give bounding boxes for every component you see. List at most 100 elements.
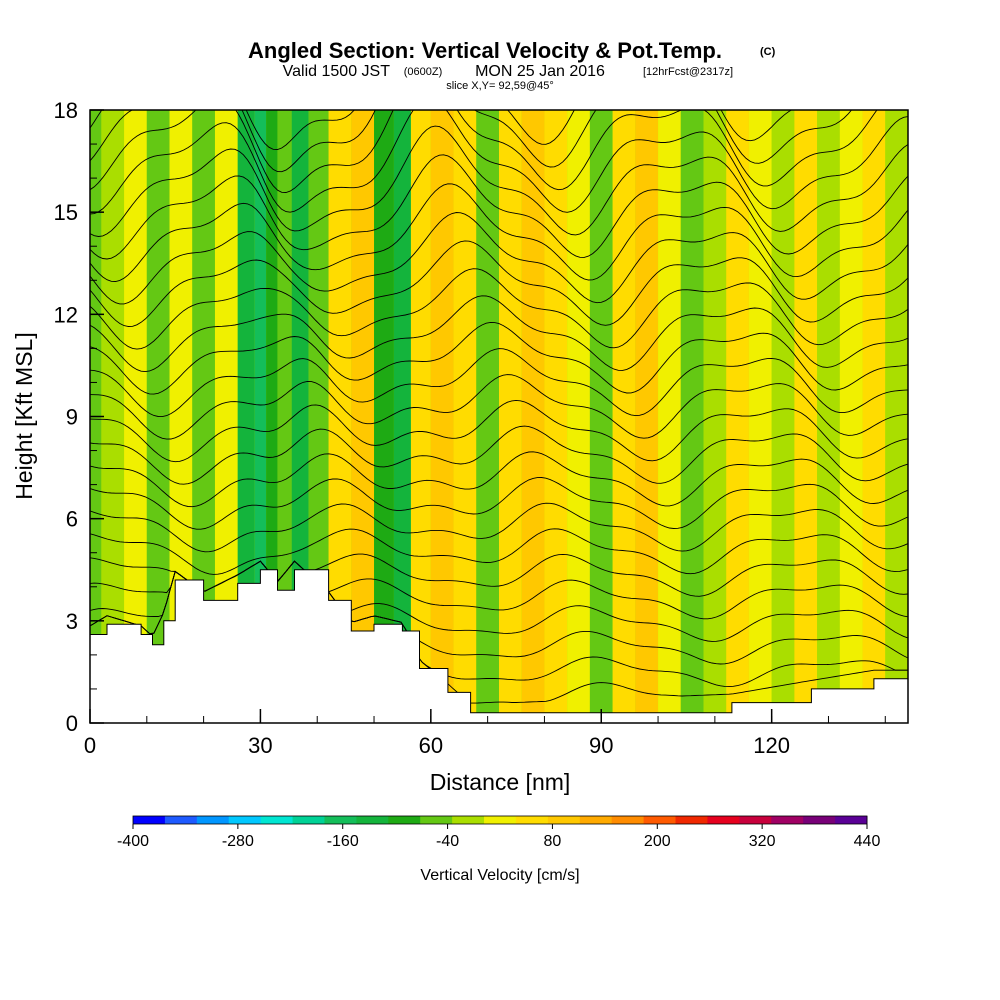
velocity-band [328, 110, 352, 723]
isentrope-line [90, 451, 908, 508]
velocity-band [521, 110, 545, 723]
valid-date: MON 25 Jan 2016 [475, 63, 605, 80]
velocity-band [169, 110, 193, 723]
colorbar-segment [452, 816, 485, 824]
velocity-band [266, 110, 278, 723]
colorbar-segment [356, 816, 389, 824]
colorbar-tick-label: 80 [544, 833, 562, 850]
colorbar-segment [643, 816, 677, 824]
isentrope-line [90, 553, 908, 597]
colorbar-tick-label: -40 [436, 833, 459, 850]
velocity-band [453, 110, 477, 723]
velocity-band [635, 110, 659, 723]
velocity-band [254, 110, 267, 723]
colorbar-segment [388, 816, 421, 824]
x-tick-label: 30 [248, 733, 272, 758]
x-axis-label: Distance [nm] [430, 769, 571, 795]
velocity-band [237, 110, 255, 723]
slice-info: slice X,Y= 92,59@45° [446, 80, 554, 92]
isentrope-line [90, 154, 908, 260]
velocity-band [726, 110, 749, 723]
colorbar-segment [547, 816, 581, 824]
y-axis-label: Height [Kft MSL] [11, 332, 37, 499]
colorbar-tick-label: 320 [749, 833, 776, 850]
colorbar [132, 815, 868, 825]
y-tick-label: 12 [54, 302, 78, 327]
isentrope-line [90, 240, 908, 327]
isentrope-line [90, 399, 908, 463]
isentrope-line [90, 268, 908, 350]
y-tick-label: 3 [66, 609, 78, 634]
isentrope-line [90, 212, 908, 305]
isentrope-line [90, 110, 793, 150]
colorbar-segment [228, 816, 262, 824]
isentrope-line [90, 110, 853, 173]
velocity-band [612, 110, 636, 723]
colorbar-segment [196, 816, 230, 824]
colorbar-segment [515, 816, 549, 824]
velocity-band [476, 110, 499, 723]
isentrope-line [90, 348, 908, 418]
potential-temperature-contours [90, 110, 908, 704]
colorbar-tick-label: 440 [854, 833, 881, 850]
x-axis: 0 30 60 90 120 [84, 709, 886, 758]
colorbar-tick-label: -160 [327, 833, 359, 850]
isentrope-line [90, 321, 908, 395]
y-axis: 0 3 6 9 12 15 18 [54, 98, 104, 736]
colorbar-frame [132, 815, 868, 825]
colorbar-segment [835, 816, 868, 824]
colorbar-segment [611, 816, 645, 824]
colorbar-ticks: -400 -280 -160 -40 80 200 320 440 [117, 824, 880, 850]
isentrope-line [90, 110, 908, 215]
velocity-band [374, 110, 394, 723]
isentrope-line [90, 110, 878, 193]
velocity-band [771, 110, 795, 723]
x-tick-label: 60 [419, 733, 443, 758]
velocity-band [885, 110, 908, 723]
velocity-band [544, 110, 568, 723]
velocity-band [567, 110, 590, 723]
valid-time: Valid 1500 JST [283, 63, 391, 80]
y-tick-label: 6 [66, 507, 78, 532]
colorbar-segment [579, 816, 613, 824]
colorbar-segment [420, 816, 453, 824]
x-tick-label: 90 [589, 733, 613, 758]
x-tick-label: 120 [753, 733, 790, 758]
y-tick-label: 9 [66, 405, 78, 430]
colorbar-segment [707, 816, 740, 824]
x-tick-label: 0 [84, 733, 96, 758]
colorbar-tick-label: 200 [644, 833, 671, 850]
colorbar-tick-label: -280 [222, 833, 254, 850]
velocity-band [351, 110, 375, 723]
terrain-mask [90, 569, 908, 723]
colorbar-segment [484, 816, 517, 824]
velocity-band [748, 110, 772, 723]
colorbar-segment [739, 816, 772, 824]
colorbar-segment [260, 816, 294, 824]
valid-utc: (0600Z) [404, 66, 443, 78]
colorbar-label: Vertical Velocity [cm/s] [420, 867, 579, 884]
isentrope-line [90, 425, 908, 485]
velocity-band [589, 110, 613, 723]
velocity-band [410, 110, 431, 723]
colorbar-segment [675, 816, 708, 824]
isentrope-line [90, 374, 908, 440]
velocity-band [101, 110, 125, 723]
isentrope-line [90, 528, 908, 575]
forecast-info: [12hrFcst@2317z] [643, 66, 733, 78]
colorbar-segment [133, 816, 166, 824]
isentrope-line [90, 183, 908, 282]
colorbar-segment [292, 816, 325, 824]
colorbar-segment [771, 816, 804, 824]
title-units: (C) [760, 46, 776, 58]
velocity-band [680, 110, 704, 723]
velocity-band [658, 110, 681, 723]
velocity-band [862, 110, 886, 723]
velocity-band [839, 110, 863, 723]
y-tick-label: 0 [66, 711, 78, 736]
velocity-band [817, 110, 840, 723]
velocity-band [703, 110, 727, 723]
y-tick-label: 18 [54, 98, 78, 123]
chart-title: Angled Section: Vertical Velocity & Pot.… [248, 38, 722, 63]
isentrope-line [90, 295, 908, 373]
